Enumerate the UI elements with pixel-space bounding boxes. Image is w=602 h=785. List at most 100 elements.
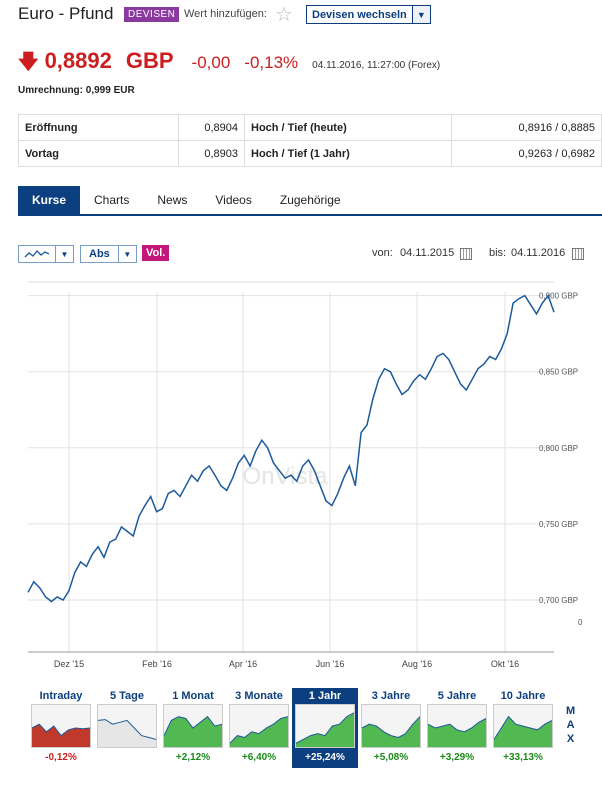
tab-videos[interactable]: Videos	[215, 193, 252, 207]
x-axis: Dez '15 Feb '16 Apr '16 Jun '16 Aug '16 Okt '…	[54, 659, 519, 669]
volume-toggle[interactable]: Vol.	[142, 245, 170, 261]
period-thumbnail	[493, 704, 553, 748]
x-tick-label: Apr '16	[229, 659, 257, 669]
period-trend-area	[428, 718, 486, 747]
period-5-jahre[interactable]: 5 Jahre +3,29%	[424, 688, 490, 768]
y-axis: 0,900 GBP 0,850 GBP 0,800 GBP 0,750 GBP 0,70…	[539, 292, 583, 627]
to-date[interactable]: 04.11.2016	[511, 247, 566, 259]
period-thumbnail	[229, 704, 289, 748]
stat-value: 0,8904	[178, 114, 245, 141]
change-percent: -0,13%	[244, 53, 299, 72]
x-tick-label: Dez '15	[54, 659, 84, 669]
period-change: +25,24%	[305, 752, 345, 763]
period-thumbnail	[31, 704, 91, 748]
line-chart-icon	[24, 250, 50, 258]
y-tick-label: 0,800 GBP	[539, 444, 578, 453]
add-to-watchlist-label: Wert hinzufügen:	[184, 8, 267, 20]
period-change: +3,29%	[439, 752, 475, 763]
period-trend-line	[494, 715, 552, 740]
period-change: +33,13%	[503, 752, 543, 763]
stat-key: Hoch / Tief (1 Jahr)	[244, 140, 452, 167]
arrow-down-icon: 🡇	[18, 51, 39, 73]
quote-row: 🡇 0,8892 GBP -0,00 -0,13% 04.11.2016, 11…	[18, 47, 440, 81]
y-tick-label: 0,750 GBP	[539, 520, 578, 529]
table-row: Eröffnung 0,8904 Hoch / Tief (heute) 0,8…	[18, 114, 602, 141]
chevron-down-icon: ▼	[411, 6, 430, 23]
switch-currency-dropdown[interactable]: Devisen wechseln ▼	[306, 5, 431, 24]
from-label: von:	[372, 247, 393, 259]
chart-grid	[28, 281, 554, 653]
period-1-jahr[interactable]: 1 Jahr +25,24%	[292, 688, 358, 768]
max-letter: M	[566, 705, 576, 717]
tab-zugehoerige[interactable]: Zugehörige	[279, 193, 341, 207]
period-change: +2,12%	[175, 752, 211, 763]
x-tick-label: Aug '16	[402, 659, 432, 669]
stats-table: Eröffnung 0,8904 Hoch / Tief (heute) 0,8…	[18, 114, 602, 167]
period-3-monate[interactable]: 3 Monate +6,40%	[226, 688, 292, 768]
period-selector: Intraday -0,12% 5 Tage 1 Monat +2,12% 3 Monat…	[28, 688, 556, 768]
watermark-text: OnVista	[243, 463, 329, 490]
tab-charts[interactable]: Charts	[94, 193, 130, 207]
period-label: 5 Jahre	[437, 690, 477, 702]
period-trend-line	[428, 718, 486, 733]
period-trend-line	[98, 719, 156, 740]
period-trend-line	[164, 715, 222, 736]
period-label: 1 Jahr	[308, 690, 342, 702]
period-thumbnail	[97, 704, 157, 748]
period-trend-line	[362, 716, 420, 739]
period-intraday[interactable]: Intraday -0,12%	[28, 688, 94, 768]
stat-key: Eröffnung	[18, 114, 179, 141]
y-tick-label: 0,850 GBP	[539, 368, 578, 377]
period-change: -0,12%	[45, 752, 77, 763]
period-label: 3 Monate	[235, 690, 283, 702]
calendar-icon[interactable]	[572, 248, 584, 260]
period-10-jahre[interactable]: 10 Jahre +33,13%	[490, 688, 556, 768]
x-tick-label: Jun '16	[316, 659, 345, 669]
period-label: 1 Monat	[172, 690, 214, 702]
price-series-line	[27, 294, 555, 603]
chart-type-dropdown[interactable]: ▼	[18, 245, 74, 263]
period-5-tage[interactable]: 5 Tage	[94, 688, 160, 768]
tab-kurse[interactable]: Kurse	[18, 186, 81, 214]
y-tick-label: 0,900 GBP	[539, 292, 578, 301]
period-1-monat[interactable]: 1 Monat +2,12%	[160, 688, 226, 768]
y-tick-label: 0	[578, 618, 583, 627]
period-trend-line	[296, 712, 354, 744]
currency: GBP	[125, 48, 174, 73]
from-date[interactable]: 04.11.2015	[400, 247, 455, 259]
stat-key: Vortag	[18, 140, 179, 167]
max-letter: A	[566, 719, 575, 731]
stat-key: Hoch / Tief (heute)	[244, 114, 452, 141]
period-label: 3 Jahre	[371, 690, 411, 702]
calendar-icon[interactable]	[460, 248, 472, 260]
tab-news[interactable]: News	[157, 193, 188, 207]
quote-timestamp: 04.11.2016, 11:27:00 (Forex)	[312, 60, 441, 71]
period-thumbnail	[427, 704, 487, 748]
scale-mode-label: Abs	[89, 248, 110, 260]
period-label: 10 Jahre	[500, 690, 546, 702]
x-tick-label: Feb '16	[142, 659, 172, 669]
period-label: Intraday	[39, 690, 83, 702]
period-3-jahre[interactable]: 3 Jahre +5,08%	[358, 688, 424, 768]
period-trend-area	[362, 716, 420, 747]
category-badge: DEVISEN	[124, 7, 180, 22]
period-thumbnail	[361, 704, 421, 748]
period-trend-area	[230, 716, 288, 747]
tab-bar: Kurse Charts News Videos Zugehörige	[18, 186, 602, 216]
chevron-down-icon: ▼	[117, 246, 136, 262]
period-trend-area	[164, 716, 222, 747]
max-letter: X	[566, 733, 575, 745]
period-change: +5,08%	[373, 752, 409, 763]
y-tick-label: 0,700 GBP	[539, 596, 578, 605]
period-thumbnail	[295, 704, 355, 748]
conversion-text: Umrechnung: 0,999 EUR	[18, 85, 135, 96]
scale-mode-dropdown[interactable]: Abs ▼	[80, 245, 137, 263]
price-chart[interactable]: OnVista 0,900 GBP 0,850 GBP 0,800 GBP 0,750…	[0, 270, 602, 680]
table-row: Vortag 0,8903 Hoch / Tief (1 Jahr) 0,926…	[18, 140, 602, 167]
x-tick-label: Okt '16	[491, 659, 519, 669]
period-trend-area	[98, 719, 156, 747]
star-icon[interactable]: ☆	[275, 4, 293, 26]
stat-value: 0,8903	[178, 140, 245, 167]
period-trend-area	[494, 716, 552, 747]
